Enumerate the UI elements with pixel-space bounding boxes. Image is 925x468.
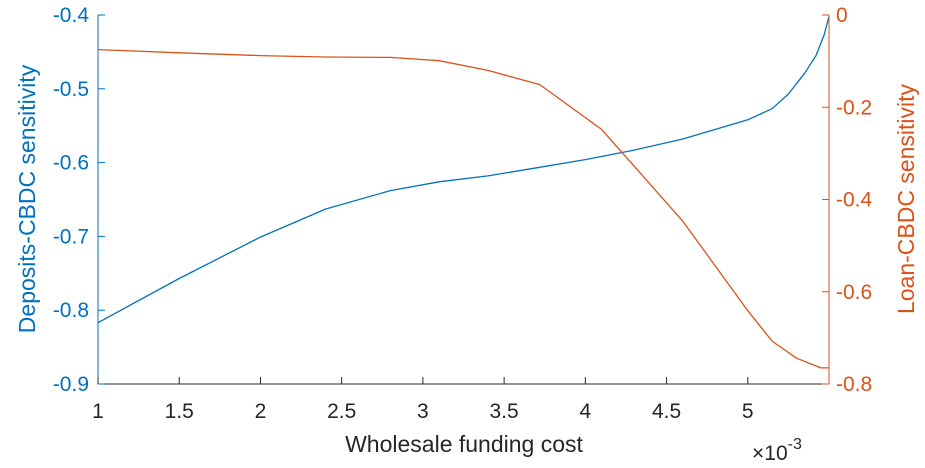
x-tick-label: 2.5 <box>327 400 356 423</box>
x-tick-label: 5 <box>742 400 754 423</box>
x-axis-label: Wholesale funding cost <box>345 431 583 457</box>
left-y-tick-label: -0.9 <box>53 373 89 396</box>
x-tick-label: 4 <box>579 400 591 423</box>
x-tick-label: 3.5 <box>490 400 519 423</box>
x-axis-exponent: ×10-3 <box>752 436 802 465</box>
left-y-tick-label: -0.4 <box>53 4 90 27</box>
x-tick-label: 4.5 <box>652 400 681 423</box>
left-y-axis-label: Deposits-CBDC sensitivity <box>14 64 40 333</box>
left-y-tick-label: -0.8 <box>53 299 89 322</box>
plot-area <box>98 15 829 384</box>
series-line-left <box>97 16 830 324</box>
right-y-tick-label: 0 <box>836 4 848 27</box>
series-line-right <box>97 48 829 369</box>
axes-layer: 1 1.5 2 2.5 3 3.5 4 4.5 5 -0.9 -0.8 -0.7 -0.6 -0.5 -0.… <box>53 4 873 423</box>
left-y-tick-label: -0.5 <box>53 78 89 101</box>
x-tick-label: 1 <box>92 400 104 423</box>
right-y-axis-label: Loan-CBDC sensitivity <box>893 83 919 314</box>
x-tick-label: 1.5 <box>165 400 194 423</box>
right-y-tick-label: -0.6 <box>836 281 872 304</box>
right-y-tick-label: -0.4 <box>836 189 873 212</box>
left-y-tick-label: -0.7 <box>53 225 89 248</box>
series-layer <box>97 16 830 369</box>
x-axis-exponent-base: ×10 <box>752 442 788 465</box>
left-y-tick-label: -0.6 <box>53 152 89 175</box>
right-y-tick-label: -0.2 <box>836 96 872 119</box>
x-tick-label: 3 <box>417 400 429 423</box>
x-axis-exponent-power: -3 <box>788 436 802 453</box>
x-tick-label: 2 <box>255 400 267 423</box>
right-y-tick-label: -0.8 <box>836 373 872 396</box>
